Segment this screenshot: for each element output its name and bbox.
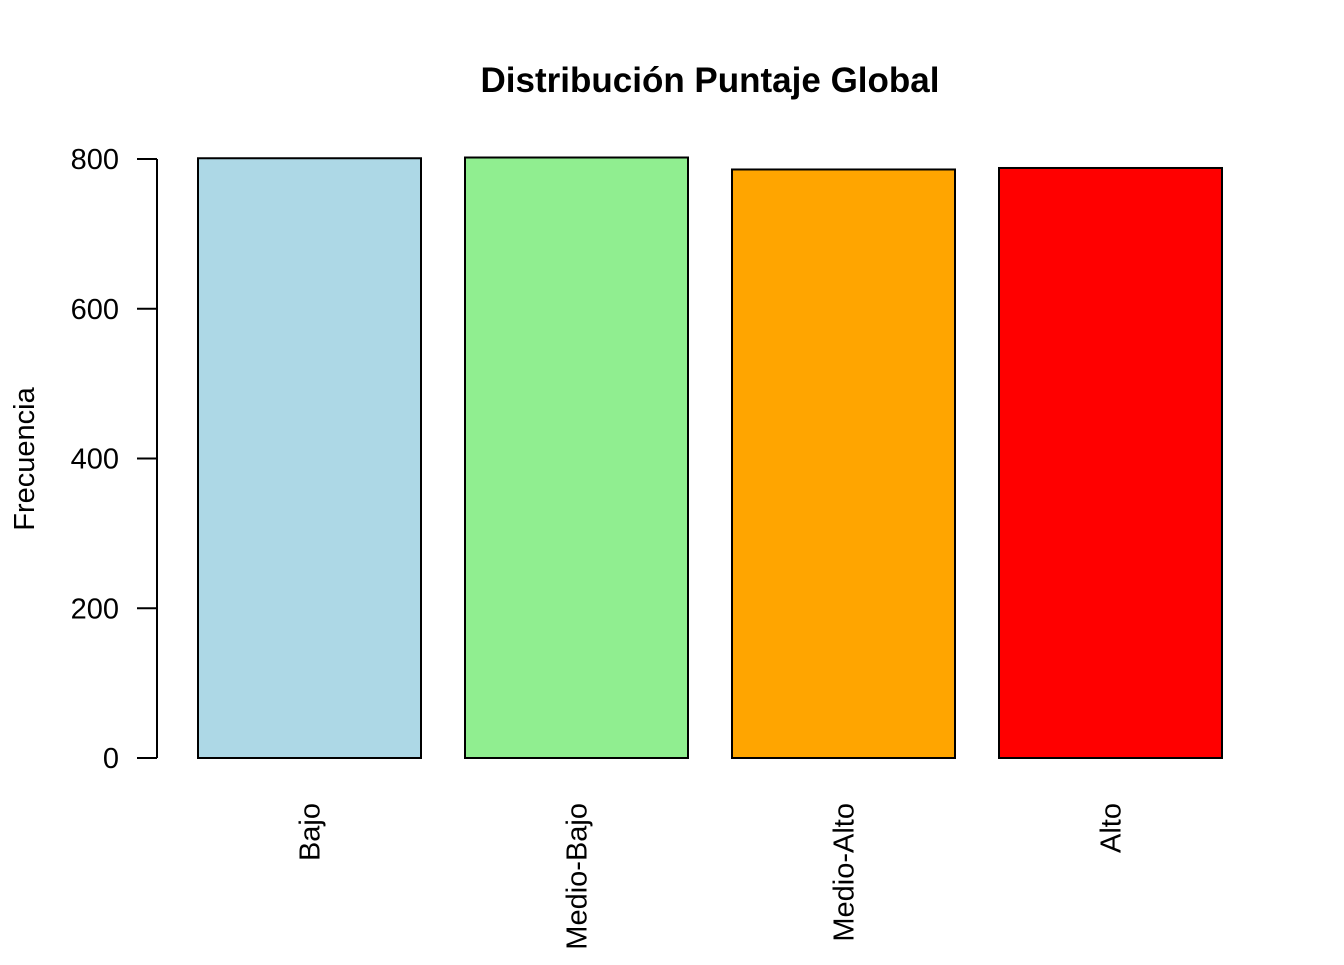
bar-bajo: [197, 157, 422, 760]
x-category-label: Alto: [1096, 803, 1128, 853]
y-axis-label: Frecuencia: [9, 386, 41, 530]
chart-title: Distribución Puntaje Global: [481, 61, 940, 100]
x-category-label: Medio-Alto: [829, 803, 861, 942]
bar-alto: [998, 166, 1223, 760]
bar-medio-alto: [731, 168, 956, 760]
bar-series: [197, 156, 1223, 760]
x-category-label: Bajo: [295, 803, 327, 861]
y-axis: 0 200 400 600 800: [71, 144, 158, 775]
y-tick-label: 0: [103, 743, 119, 775]
y-tick-label: 800: [71, 144, 119, 176]
y-tick-label: 200: [71, 593, 119, 625]
x-axis-category-labels: Bajo Medio-Bajo Medio-Alto Alto: [295, 803, 1128, 950]
bar-medio-bajo: [464, 156, 689, 759]
y-tick-label: 400: [71, 444, 119, 476]
x-category-label: Medio-Bajo: [562, 803, 594, 950]
y-tick-label: 600: [71, 294, 119, 326]
